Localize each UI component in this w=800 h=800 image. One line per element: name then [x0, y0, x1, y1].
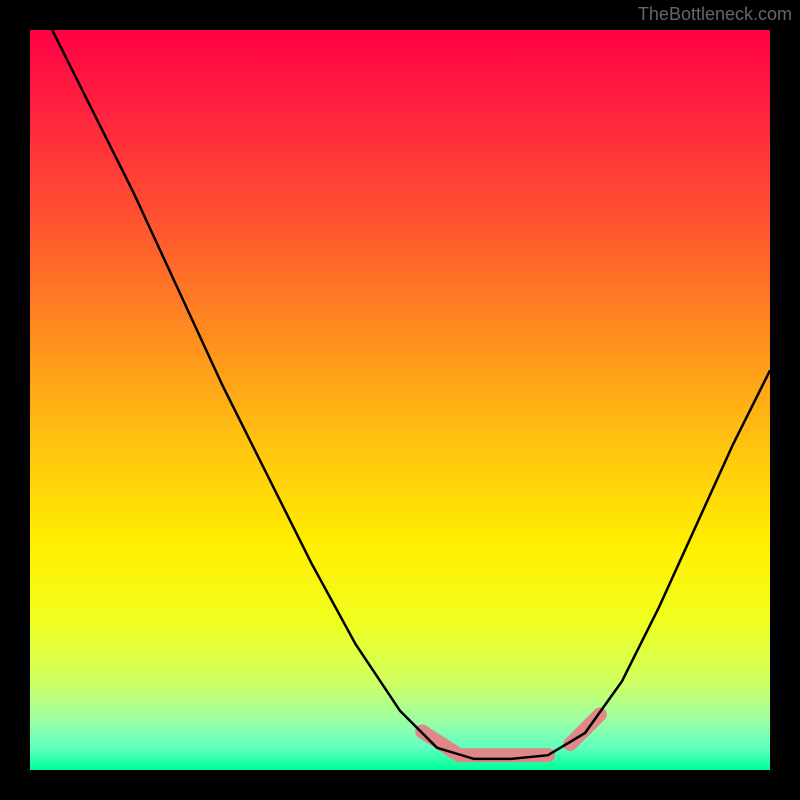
chart-plot-area	[30, 30, 770, 770]
highlight-markers	[422, 715, 600, 756]
watermark-text: TheBottleneck.com	[638, 4, 792, 25]
main-curve-path	[52, 30, 770, 759]
bottleneck-curve	[30, 30, 770, 770]
